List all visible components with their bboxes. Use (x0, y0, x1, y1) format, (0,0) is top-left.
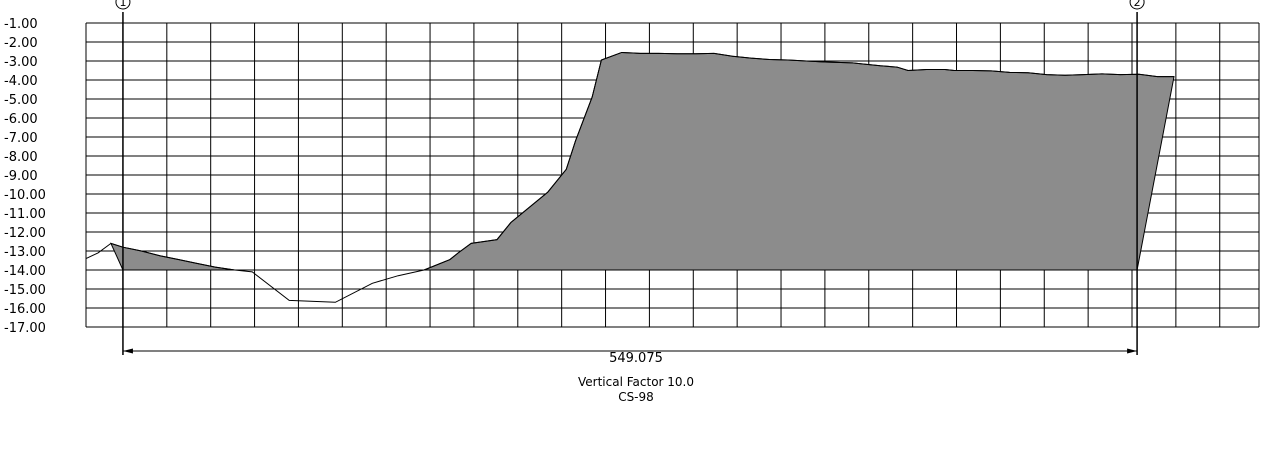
dimension: 549.075 (122, 348, 1138, 366)
y-tick-label: -14.00 (4, 264, 46, 279)
ground-line (85, 51, 1175, 303)
y-tick-label: -9.00 (4, 169, 38, 184)
station-bubble (1129, 0, 1145, 10)
dimension-label: 549.075 (609, 351, 663, 366)
y-tick-label: -12.00 (4, 226, 46, 241)
y-tick-label: -3.00 (4, 55, 38, 70)
y-tick-label: -6.00 (4, 112, 38, 127)
y-axis-labels: -1.00 -2.00 -3.00 -4.00 -5.00 -6.00 -7.00 -8.00… (4, 17, 46, 336)
fill-area-main (423, 51, 1175, 271)
y-tick-label: -7.00 (4, 131, 38, 146)
vertical-factor-label: Vertical Factor 10.0 (578, 375, 694, 389)
y-tick-label: -4.00 (4, 74, 38, 89)
y-tick-label: -10.00 (4, 188, 46, 203)
ground-profile (85, 51, 1175, 303)
y-tick-label: -13.00 (4, 245, 46, 260)
station-label: 1 (119, 0, 126, 9)
y-tick-label: -8.00 (4, 150, 38, 165)
y-tick-label: -15.00 (4, 283, 46, 298)
fill-area-left (110, 242, 235, 271)
dimension-arrow-right (1127, 348, 1138, 354)
station-label: 2 (1134, 0, 1141, 9)
y-tick-label: -17.00 (4, 321, 46, 336)
section-id-label: CS-98 (618, 390, 654, 404)
dimension-arrow-left (122, 348, 133, 354)
y-tick-label: -5.00 (4, 93, 38, 108)
caption: Vertical Factor 10.0 CS-98 (578, 375, 694, 404)
cut-fill-area (110, 51, 1175, 271)
station-bubble (115, 0, 131, 10)
y-tick-label: -16.00 (4, 302, 46, 317)
y-tick-label: -1.00 (4, 17, 38, 32)
y-tick-label: -11.00 (4, 207, 46, 222)
y-tick-label: -2.00 (4, 36, 38, 51)
